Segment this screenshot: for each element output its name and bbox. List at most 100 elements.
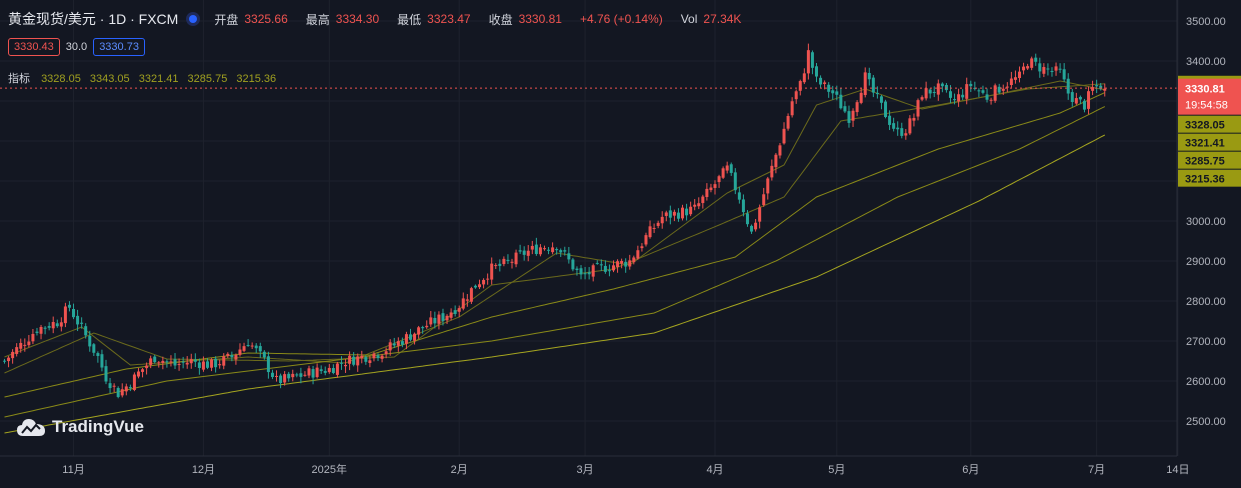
- buy-button[interactable]: 3330.73: [93, 38, 145, 56]
- moving-averages: [4, 80, 1106, 434]
- candle-body: [839, 94, 843, 109]
- price-tick-label: 2900.00: [1186, 256, 1226, 268]
- spread-value: 30.0: [65, 41, 88, 53]
- candle-body: [258, 346, 262, 352]
- candle-body: [413, 333, 417, 341]
- candle-body: [1001, 88, 1005, 91]
- time-tick-label: 12月: [192, 464, 215, 476]
- candle-body: [356, 356, 360, 366]
- candle-body: [96, 353, 100, 356]
- candle-body: [1013, 77, 1017, 80]
- time-tick-label: 7月: [1088, 464, 1105, 476]
- sell-button[interactable]: 3330.43: [8, 38, 60, 56]
- candle-body: [563, 250, 567, 252]
- price-tick-label: 2800.00: [1186, 296, 1226, 308]
- candle-body: [506, 259, 510, 261]
- candle-body: [128, 387, 132, 389]
- candle-body: [656, 222, 660, 226]
- candle-body: [352, 356, 356, 365]
- candle-body: [421, 327, 425, 329]
- candle-body: [542, 248, 546, 250]
- candle-body: [924, 88, 928, 99]
- time-tick-label: 2025年: [312, 462, 347, 476]
- candle-body: [928, 89, 932, 94]
- time-axis[interactable]: 11月 12月 2025年 2月 3月 4月 5月 6月 7月 14日: [62, 462, 1189, 476]
- logo-text: TradingVue: [52, 417, 144, 436]
- candle-body: [750, 225, 754, 232]
- candle-body: [67, 304, 71, 308]
- candle-body: [766, 178, 770, 194]
- candle-body: [15, 347, 19, 354]
- candle-body: [348, 355, 352, 364]
- candle-body: [607, 270, 611, 272]
- symbol-title[interactable]: 黄金现货/美元 · 1D · FXCM: [8, 11, 179, 27]
- candle-body: [583, 273, 587, 275]
- candle-body: [863, 72, 867, 96]
- candle-body: [242, 346, 246, 351]
- candle-body: [628, 260, 632, 267]
- candle-body: [790, 101, 794, 116]
- price-tick-label: 2500.00: [1186, 416, 1226, 428]
- candle-body: [457, 308, 461, 312]
- candle-body: [11, 351, 15, 359]
- candle-body: [823, 82, 827, 84]
- candle-body: [636, 250, 640, 259]
- price-tick-label: 2600.00: [1186, 376, 1226, 388]
- candle-body: [376, 355, 380, 359]
- candle-body: [579, 268, 583, 275]
- candle-body: [116, 387, 120, 397]
- market-status-icon: [186, 12, 201, 26]
- candle-body: [445, 315, 449, 321]
- ma-line: [4, 106, 1106, 418]
- candle-body: [616, 261, 620, 267]
- candle-body: [648, 226, 652, 238]
- candle-body: [668, 210, 672, 218]
- candle-body: [713, 184, 717, 188]
- indicator-label[interactable]: 指标: [8, 73, 30, 85]
- candle-body: [250, 345, 254, 347]
- candle-body: [603, 265, 607, 272]
- last-price-tag-bg: [1178, 78, 1241, 115]
- candle-body: [725, 165, 729, 171]
- candle-body: [717, 176, 721, 183]
- candle-body: [319, 369, 323, 372]
- candle-body: [741, 199, 745, 213]
- candle-body: [819, 77, 823, 85]
- candle-body: [400, 341, 404, 345]
- candle-body: [534, 244, 538, 254]
- candle-body: [989, 99, 993, 101]
- candle-body: [705, 188, 709, 198]
- candle-body: [279, 375, 283, 384]
- candle-body: [1038, 63, 1042, 72]
- candle-body: [490, 263, 494, 280]
- candle-body: [469, 288, 473, 302]
- candle-body: [867, 73, 871, 80]
- candle-body: [275, 375, 279, 377]
- change-value: +4.76 (+0.14%): [579, 12, 663, 26]
- candle-body: [522, 250, 526, 255]
- candle-body: [709, 187, 713, 191]
- candle-body: [51, 322, 55, 329]
- candle-body: [681, 207, 685, 219]
- candle-body: [262, 351, 266, 358]
- candle-body: [120, 389, 124, 396]
- candle-body: [1026, 66, 1030, 69]
- price-tick-label: 3400.00: [1186, 56, 1226, 68]
- price-tick-label: 2700.00: [1186, 336, 1226, 348]
- time-tick-label: 14日: [1166, 464, 1189, 476]
- candle-body: [993, 85, 997, 101]
- candle-body: [218, 364, 222, 366]
- candle-body: [364, 357, 368, 362]
- candle-body: [595, 262, 599, 264]
- candle-body: [555, 249, 559, 251]
- candle-body: [591, 265, 595, 277]
- indicator-legend: 指标 3328.05 3343.05 3321.41 3285.75 3215.…: [8, 70, 282, 86]
- candle-body: [287, 373, 291, 379]
- candle-body: [1095, 85, 1099, 87]
- indicator-value: 3343.05: [89, 73, 130, 85]
- low-label: 最低: [397, 12, 422, 27]
- candle-body: [827, 84, 831, 92]
- candle-body: [189, 359, 193, 364]
